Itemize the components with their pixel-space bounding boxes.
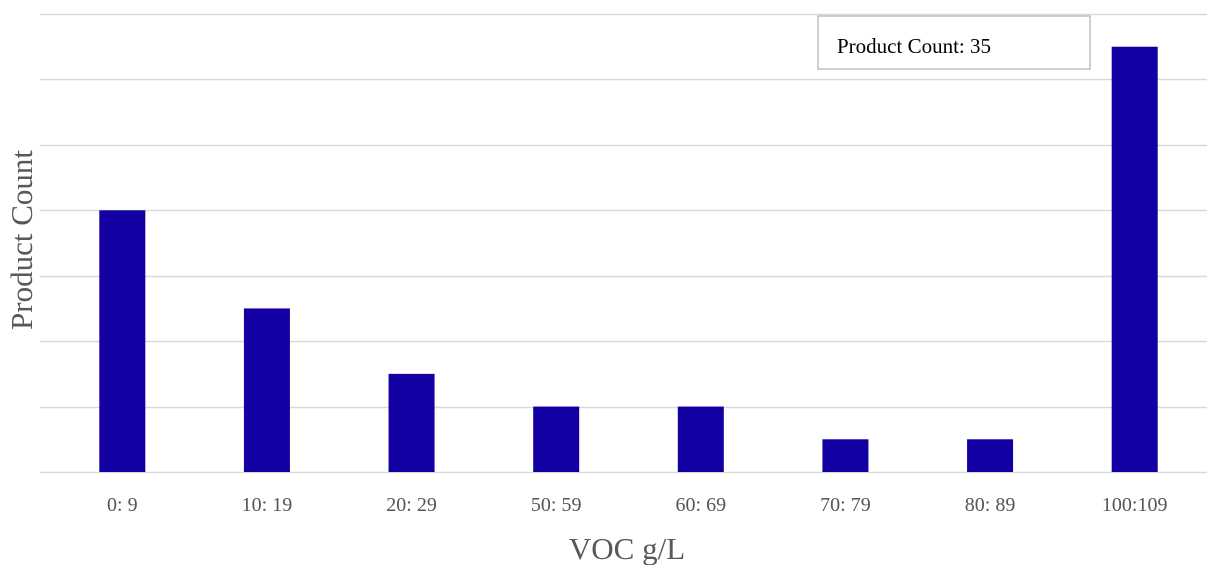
bar [822, 439, 869, 472]
bars [99, 46, 1158, 473]
x-tick-label: 50: 59 [531, 494, 582, 516]
bar [967, 439, 1014, 472]
bar [533, 406, 580, 472]
y-axis-title: Product Count [4, 150, 39, 330]
x-tick-label: 70: 79 [820, 494, 871, 516]
bar [677, 406, 724, 472]
gridlines [40, 13, 1207, 474]
legend-box: Product Count: 35 [817, 15, 1091, 70]
legend-label: Product Count: 35 [837, 34, 991, 58]
bar [99, 210, 146, 473]
x-tick-label: 60: 69 [676, 494, 727, 516]
x-tick-label: 80: 89 [965, 494, 1016, 516]
bar [243, 308, 290, 472]
x-tick-label: 10: 19 [242, 494, 293, 516]
x-tick-label: 20: 29 [386, 494, 437, 516]
bar [1111, 46, 1158, 472]
bar [388, 373, 435, 472]
x-axis-title: VOC g/L [569, 531, 685, 565]
x-tick-labels: 0: 9 10: 19 20: 29 50: 59 60: 69 70: 79 80: 89… [107, 494, 1167, 516]
x-tick-label: 0: 9 [107, 494, 138, 516]
x-tick-label: 100:109 [1102, 494, 1168, 516]
